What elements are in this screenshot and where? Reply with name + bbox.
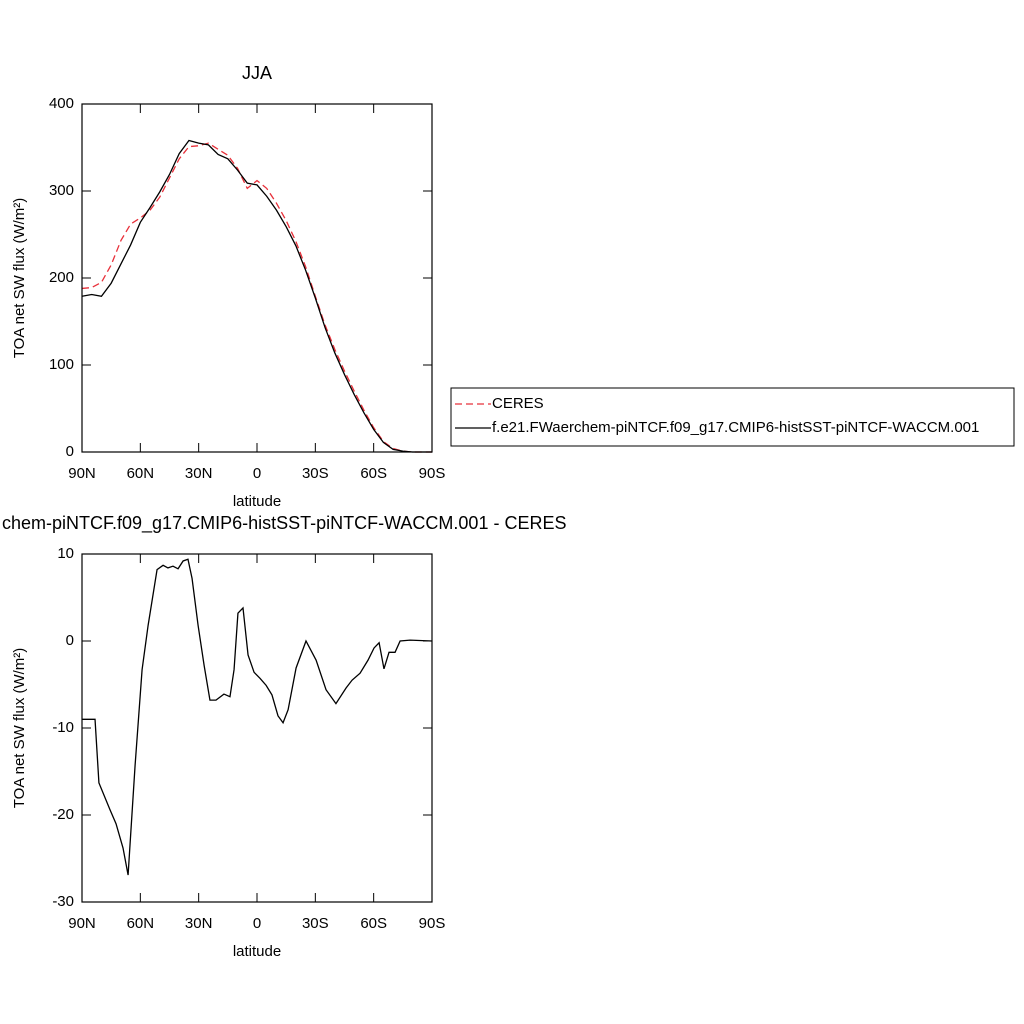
x-axis-label: latitude (233, 493, 281, 510)
y-tick-label: 200 (49, 269, 74, 286)
y-tick-label: 0 (66, 443, 74, 460)
x-tick-label: 60N (127, 915, 155, 932)
chart-title: JJA (242, 63, 272, 83)
y-tick-label: 10 (57, 545, 74, 562)
legend-label: CERES (492, 395, 544, 412)
x-tick-label: 30S (302, 915, 329, 932)
x-tick-label: 60S (360, 915, 387, 932)
plot-frame (81, 553, 433, 903)
y-axis-label: TOA net SW flux (W/m²) (11, 198, 28, 359)
x-tick-label: 90S (419, 915, 446, 932)
data-line (82, 558, 433, 876)
x-tick-label: 90N (68, 465, 96, 482)
y-tick-label: -30 (52, 893, 74, 910)
y-axis-label: TOA net SW flux (W/m²) (11, 648, 28, 809)
x-tick-label: 30S (302, 465, 329, 482)
data-line (81, 139, 432, 453)
legend-label: f.e21.FWaerchem-piNTCF.f09_g17.CMIP6-his… (492, 419, 979, 436)
x-tick-label: 90N (68, 915, 96, 932)
plot-frame (81, 103, 433, 453)
legend-box (450, 387, 1015, 447)
y-tick-label: 400 (49, 95, 74, 112)
y-tick-label: 0 (66, 632, 74, 649)
chart-title: chem-piNTCF.f09_g17.CMIP6-histSST-piNTCF… (2, 513, 566, 534)
y-tick-label: -10 (52, 719, 74, 736)
x-tick-label: 60N (127, 465, 155, 482)
x-tick-label: 0 (253, 465, 261, 482)
x-tick-label: 0 (253, 915, 261, 932)
y-tick-label: -20 (52, 806, 74, 823)
data-line (81, 142, 432, 453)
x-tick-label: 90S (419, 465, 446, 482)
x-tick-label: 30N (185, 465, 213, 482)
x-tick-label: 30N (185, 915, 213, 932)
y-tick-label: 100 (49, 356, 74, 373)
x-axis-label: latitude (233, 943, 281, 960)
x-tick-label: 60S (360, 465, 387, 482)
y-tick-label: 300 (49, 182, 74, 199)
